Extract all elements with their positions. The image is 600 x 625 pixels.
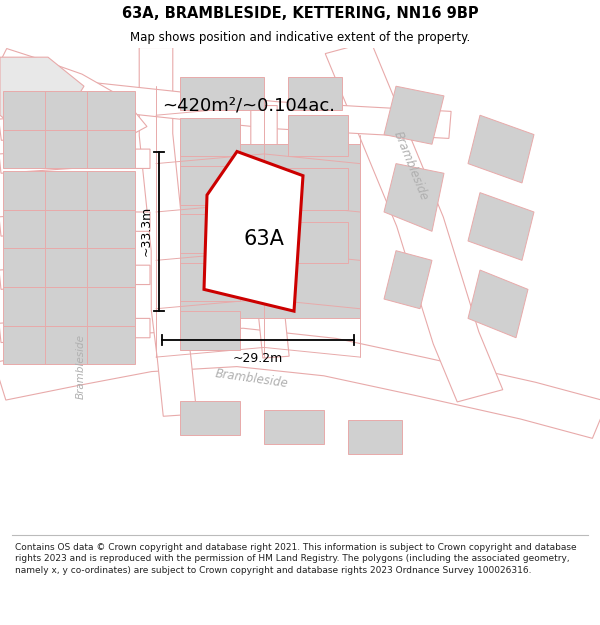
Polygon shape — [251, 106, 289, 358]
Polygon shape — [468, 115, 534, 183]
Polygon shape — [3, 326, 51, 364]
Polygon shape — [180, 262, 240, 301]
Polygon shape — [180, 214, 240, 253]
Polygon shape — [87, 209, 135, 248]
Text: Contains OS data © Crown copyright and database right 2021. This information is : Contains OS data © Crown copyright and d… — [15, 542, 577, 575]
Text: Map shows position and indicative extent of the property.: Map shows position and indicative extent… — [130, 31, 470, 44]
Polygon shape — [3, 171, 51, 209]
Text: ~29.2m: ~29.2m — [233, 352, 283, 365]
Text: ~420m²/~0.104ac.: ~420m²/~0.104ac. — [162, 96, 335, 114]
Text: 63A, BRAMBLESIDE, KETTERING, NN16 9BP: 63A, BRAMBLESIDE, KETTERING, NN16 9BP — [122, 6, 478, 21]
Text: Brambleside: Brambleside — [76, 334, 86, 399]
Polygon shape — [204, 151, 303, 311]
Polygon shape — [348, 420, 402, 454]
Polygon shape — [384, 86, 444, 144]
Polygon shape — [45, 287, 93, 326]
Polygon shape — [87, 326, 135, 364]
Polygon shape — [325, 41, 503, 402]
Text: Brambleside: Brambleside — [215, 368, 289, 391]
Polygon shape — [0, 265, 150, 289]
Polygon shape — [45, 130, 93, 168]
Polygon shape — [45, 171, 93, 209]
Polygon shape — [0, 212, 150, 236]
Text: Brambleside: Brambleside — [391, 129, 431, 202]
Polygon shape — [3, 130, 51, 168]
Text: ~33.3m: ~33.3m — [139, 206, 152, 256]
Polygon shape — [87, 130, 135, 168]
Polygon shape — [0, 149, 150, 173]
Polygon shape — [288, 115, 348, 156]
Polygon shape — [288, 222, 348, 262]
Polygon shape — [0, 49, 147, 142]
Polygon shape — [384, 251, 432, 309]
Text: 63A: 63A — [244, 229, 284, 249]
Polygon shape — [0, 57, 84, 134]
Polygon shape — [0, 318, 150, 342]
Polygon shape — [180, 76, 264, 111]
Polygon shape — [288, 76, 342, 111]
Polygon shape — [3, 91, 51, 130]
Polygon shape — [180, 144, 360, 318]
Polygon shape — [87, 287, 135, 326]
Polygon shape — [87, 171, 135, 209]
Polygon shape — [0, 109, 133, 141]
Polygon shape — [45, 326, 93, 364]
Polygon shape — [180, 401, 240, 434]
Polygon shape — [0, 328, 600, 438]
Polygon shape — [3, 209, 51, 248]
Polygon shape — [180, 311, 240, 350]
Polygon shape — [0, 72, 451, 138]
Polygon shape — [45, 209, 93, 248]
Polygon shape — [139, 48, 197, 416]
Polygon shape — [3, 287, 51, 326]
Polygon shape — [87, 248, 135, 287]
Polygon shape — [468, 192, 534, 261]
Polygon shape — [180, 118, 240, 156]
Polygon shape — [87, 91, 135, 130]
Polygon shape — [45, 248, 93, 287]
Polygon shape — [288, 168, 348, 209]
Polygon shape — [45, 91, 93, 130]
Polygon shape — [180, 166, 240, 205]
Polygon shape — [264, 410, 324, 444]
Polygon shape — [3, 248, 51, 287]
Polygon shape — [384, 164, 444, 231]
Polygon shape — [468, 270, 528, 338]
